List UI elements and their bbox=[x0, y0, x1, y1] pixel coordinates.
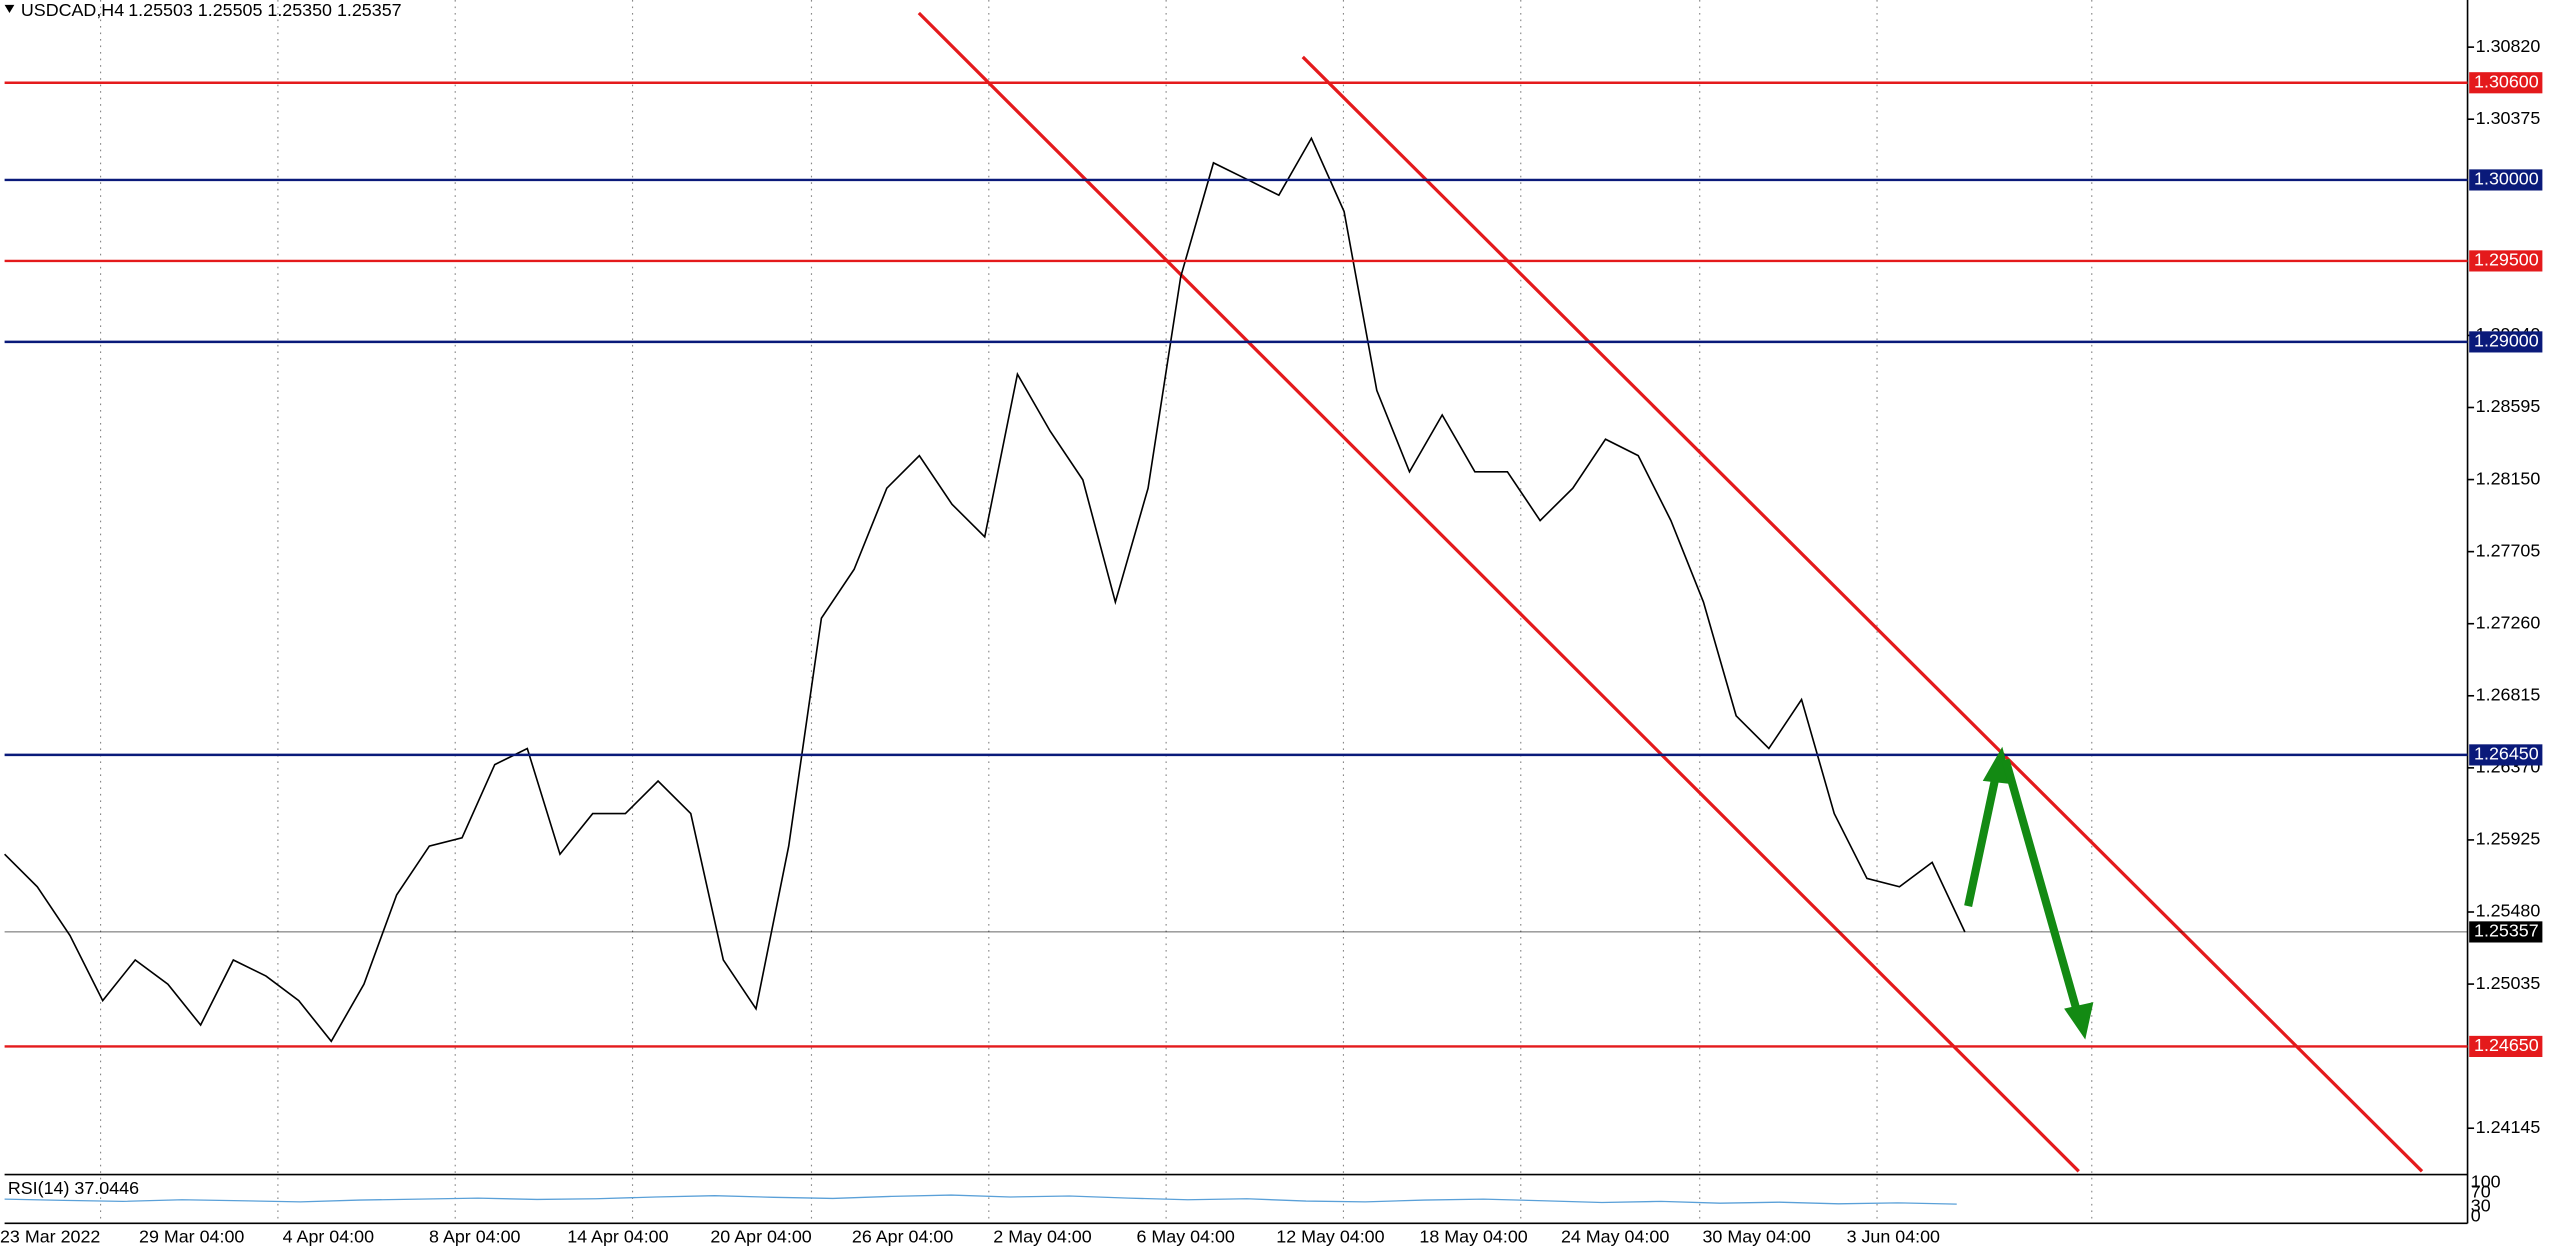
level-label: 1.29500 bbox=[2474, 250, 2539, 270]
y-tick-label: 1.30375 bbox=[2476, 108, 2541, 128]
level-tag bbox=[2469, 744, 2543, 766]
level-tag bbox=[2469, 331, 2543, 353]
x-tick-label: 23 Mar 2022 bbox=[0, 1227, 100, 1247]
y-tick-label: 1.26815 bbox=[2476, 685, 2541, 705]
level-tag bbox=[2469, 1035, 2543, 1058]
y-tick-label: 1.25925 bbox=[2476, 829, 2541, 849]
channel-lower bbox=[917, 11, 2080, 1173]
x-tick-label: 12 May 04:00 bbox=[1276, 1227, 1384, 1247]
menu-triangle[interactable] bbox=[4, 4, 15, 14]
channel-upper bbox=[1301, 55, 2424, 1173]
symbol: USDCAD,H4 bbox=[21, 0, 124, 20]
forecast-arrows bbox=[1964, 746, 2094, 1040]
level-tag bbox=[2469, 921, 2543, 943]
v-grid bbox=[100, 0, 2093, 1224]
level-tag bbox=[2469, 250, 2543, 272]
y-tick-label: 1.28595 bbox=[2476, 396, 2541, 416]
x-tick-label: 8 Apr 04:00 bbox=[429, 1227, 520, 1247]
level-tag bbox=[2469, 72, 2543, 94]
rsi-tick-label: 100 bbox=[2471, 1171, 2501, 1191]
x-tick-label: 24 May 04:00 bbox=[1561, 1227, 1669, 1247]
rsi-tick-label: 30 bbox=[2471, 1195, 2491, 1215]
level-tag bbox=[2469, 169, 2543, 191]
x-tick-label: 18 May 04:00 bbox=[1419, 1227, 1527, 1247]
price-line bbox=[4, 136, 1966, 1043]
level-label: 1.30000 bbox=[2474, 169, 2539, 189]
level-label: 1.29000 bbox=[2474, 331, 2539, 351]
y-tick-label: 1.27705 bbox=[2476, 540, 2541, 560]
x-tick-label: 26 Apr 04:00 bbox=[852, 1227, 953, 1247]
x-tick-label: 2 May 04:00 bbox=[993, 1227, 1091, 1247]
level-label: 1.26450 bbox=[2474, 744, 2539, 764]
background bbox=[4, 0, 2556, 1251]
x-tick-label: 6 May 04:00 bbox=[1136, 1227, 1234, 1247]
x-tick-label: 29 Mar 04:00 bbox=[139, 1227, 244, 1247]
y-tick-label: 1.24145 bbox=[2476, 1117, 2541, 1137]
rsi-tick-label: 70 bbox=[2471, 1182, 2491, 1202]
y-tick-label: 1.27260 bbox=[2476, 612, 2541, 632]
x-tick-label: 14 Apr 04:00 bbox=[567, 1227, 668, 1247]
ohlc: 1.25503 1.25505 1.25350 1.25357 bbox=[128, 0, 401, 20]
rsi-tick-label: 0 bbox=[2471, 1206, 2481, 1226]
x-tick-label: 20 Apr 04:00 bbox=[710, 1227, 811, 1247]
x-tick-label: 30 May 04:00 bbox=[1702, 1227, 1810, 1247]
level-label: 1.24650 bbox=[2474, 1035, 2539, 1055]
y-tick-label: 1.28150 bbox=[2476, 468, 2541, 488]
x-tick-label: 3 Jun 04:00 bbox=[1847, 1227, 1940, 1247]
rsi-label: RSI(14) 37.0446 bbox=[8, 1178, 139, 1198]
level-label: 1.25357 bbox=[2474, 921, 2539, 941]
x-tick-label: 4 Apr 04:00 bbox=[283, 1227, 374, 1247]
rsi-line bbox=[4, 1194, 1957, 1205]
y-tick-label: 1.25035 bbox=[2476, 973, 2541, 993]
level-label: 1.30600 bbox=[2474, 71, 2539, 91]
y-tick-label: 1.30820 bbox=[2476, 36, 2541, 56]
y-tick-label: 1.25480 bbox=[2476, 901, 2541, 921]
